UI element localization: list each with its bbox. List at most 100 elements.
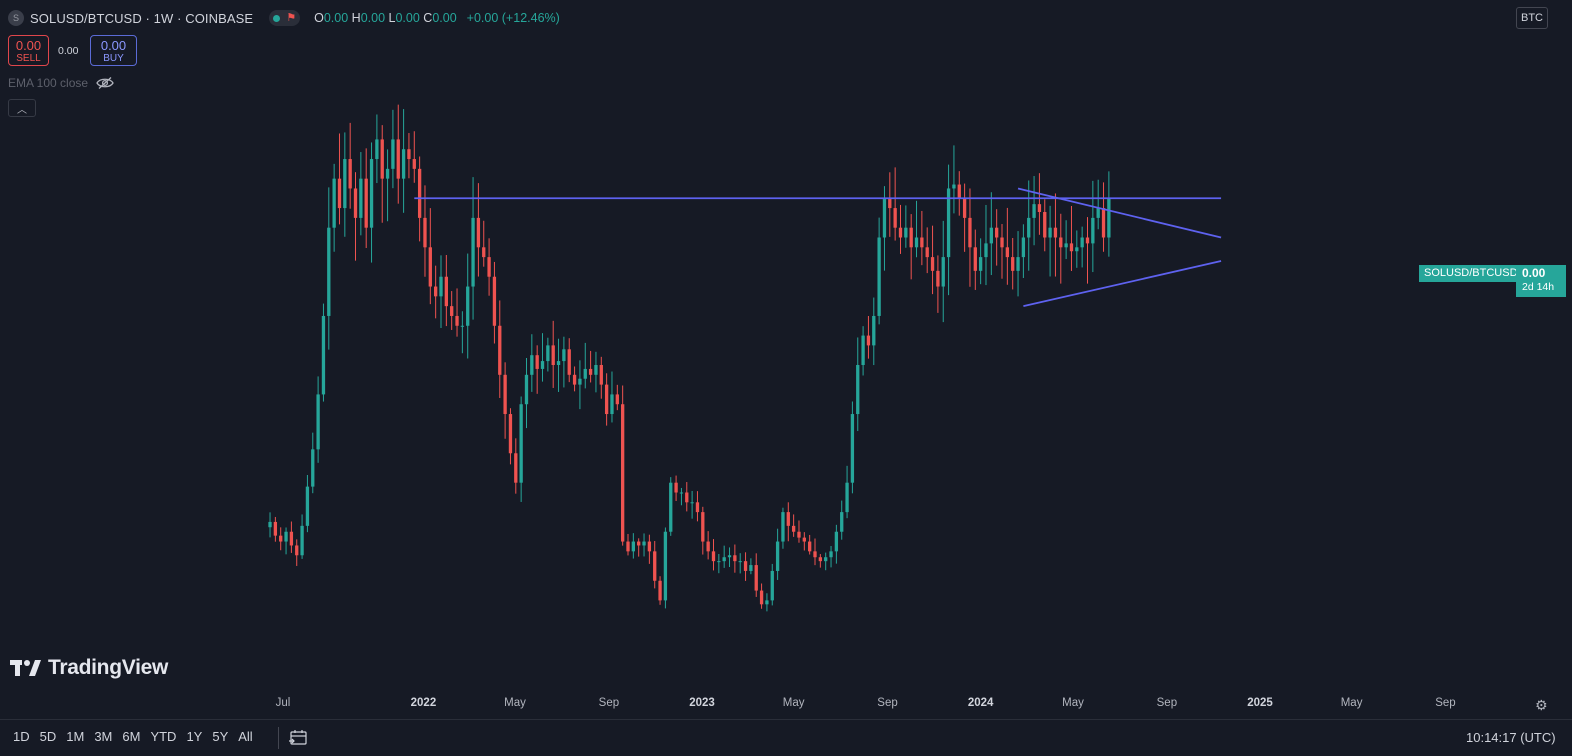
tradingview-logo[interactable]: TradingView [10, 656, 168, 680]
candle [599, 356, 603, 399]
candle-body [733, 555, 737, 562]
indicator-label[interactable]: EMA 100 close [8, 76, 89, 90]
date-range-buttons: 1D 5D 1M 3M 6M YTD 1Y 5Y All [8, 729, 258, 744]
price-chart[interactable] [0, 0, 1572, 690]
candle [727, 547, 732, 568]
spread-value: 0.00 [58, 45, 79, 57]
candle-body [861, 335, 865, 365]
range-button-all[interactable]: All [238, 729, 253, 744]
candle [920, 210, 924, 266]
candle-body [850, 414, 855, 483]
candle [690, 490, 694, 519]
utc-clock[interactable]: 10:14:17 (UTC) [1466, 730, 1556, 745]
candle [754, 553, 758, 597]
candle-body [722, 557, 726, 562]
buy-button[interactable]: 0.00 BUY [90, 35, 137, 66]
candle [1059, 213, 1063, 284]
candle [1048, 205, 1052, 277]
candle [834, 524, 839, 564]
candle [348, 122, 352, 209]
candle [995, 209, 999, 266]
candle [1101, 182, 1106, 252]
candle-body [663, 531, 668, 601]
candle-body [637, 541, 641, 546]
collapse-legend-button[interactable]: ︿ [8, 99, 36, 117]
range-button-1m[interactable]: 1M [66, 729, 85, 744]
range-button-5d[interactable]: 5D [39, 729, 57, 744]
candle [663, 527, 668, 609]
candle-body [1069, 243, 1074, 252]
candle-body [695, 502, 700, 513]
range-button-6m[interactable]: 6M [122, 729, 141, 744]
sell-price: 0.00 [15, 38, 42, 53]
range-button-3m[interactable]: 3M [94, 729, 113, 744]
candle-body [289, 531, 294, 546]
candle [1096, 179, 1100, 230]
tradingview-logo-icon [10, 660, 41, 676]
candle [321, 303, 326, 402]
candle-body [775, 541, 780, 571]
candle-body [535, 355, 539, 369]
candle-body [578, 378, 582, 385]
eye-off-icon[interactable] [96, 76, 114, 90]
candle-body [898, 227, 903, 238]
candle [925, 227, 929, 274]
candle-body [348, 159, 352, 189]
currency-button[interactable]: BTC [1516, 7, 1548, 29]
candle-body [562, 349, 566, 362]
candle-body [626, 541, 630, 552]
x-tick-label: Sep [877, 697, 898, 709]
candle [775, 528, 780, 580]
candle [1080, 226, 1084, 268]
candle [706, 531, 710, 560]
candle [433, 265, 438, 319]
candle [733, 544, 737, 573]
candle [781, 507, 785, 549]
candle [578, 360, 582, 410]
sell-button[interactable]: 0.00 SELL [8, 35, 49, 66]
candle [503, 362, 507, 439]
market-status-pill[interactable]: ⚑ [269, 10, 301, 26]
candle [514, 438, 518, 494]
candle-body [498, 325, 502, 375]
candle [797, 520, 801, 543]
candle-body [375, 139, 379, 160]
symbol-logo-icon[interactable]: S [8, 10, 24, 26]
indicator-legend[interactable]: EMA 100 close [8, 76, 114, 90]
candle-body [273, 521, 278, 536]
trendline-triangle-upper[interactable] [1017, 187, 1222, 239]
candle [332, 163, 336, 252]
symbol-title[interactable]: SOLUSD/BTCUSD · 1W · COINBASE [30, 10, 254, 26]
candle-body [904, 227, 908, 238]
candle [765, 593, 769, 612]
sell-label: SELL [16, 53, 41, 64]
range-button-1y[interactable]: 1Y [186, 729, 203, 744]
candle-body [781, 512, 785, 542]
candle-body [647, 541, 652, 552]
candle-body [1011, 257, 1015, 271]
x-tick-label: May [1340, 697, 1363, 709]
range-button-ytd[interactable]: YTD [150, 729, 177, 744]
candle [738, 553, 742, 574]
high-label: H [351, 11, 361, 25]
range-button-5y[interactable]: 5Y [212, 729, 229, 744]
candle [1069, 205, 1074, 271]
candle-body [476, 217, 481, 248]
candle-body [530, 355, 534, 375]
candle-body [941, 257, 945, 287]
candle-body [957, 184, 961, 199]
range-button-1d[interactable]: 1D [13, 729, 30, 744]
candle-body [845, 482, 849, 513]
candle-body [1032, 204, 1036, 218]
x-tick-label: 2024 [967, 697, 994, 709]
candle-body [743, 561, 748, 571]
candle [375, 114, 379, 184]
candle-body [439, 276, 443, 297]
settings-gear-icon[interactable]: ⚙ [1535, 697, 1548, 713]
trendline-triangle-lower[interactable] [1023, 260, 1222, 308]
candle-body [572, 374, 577, 385]
candle [343, 132, 347, 237]
candle [845, 465, 849, 519]
date-range-calendar-icon[interactable] [288, 729, 308, 747]
candle [621, 385, 625, 546]
